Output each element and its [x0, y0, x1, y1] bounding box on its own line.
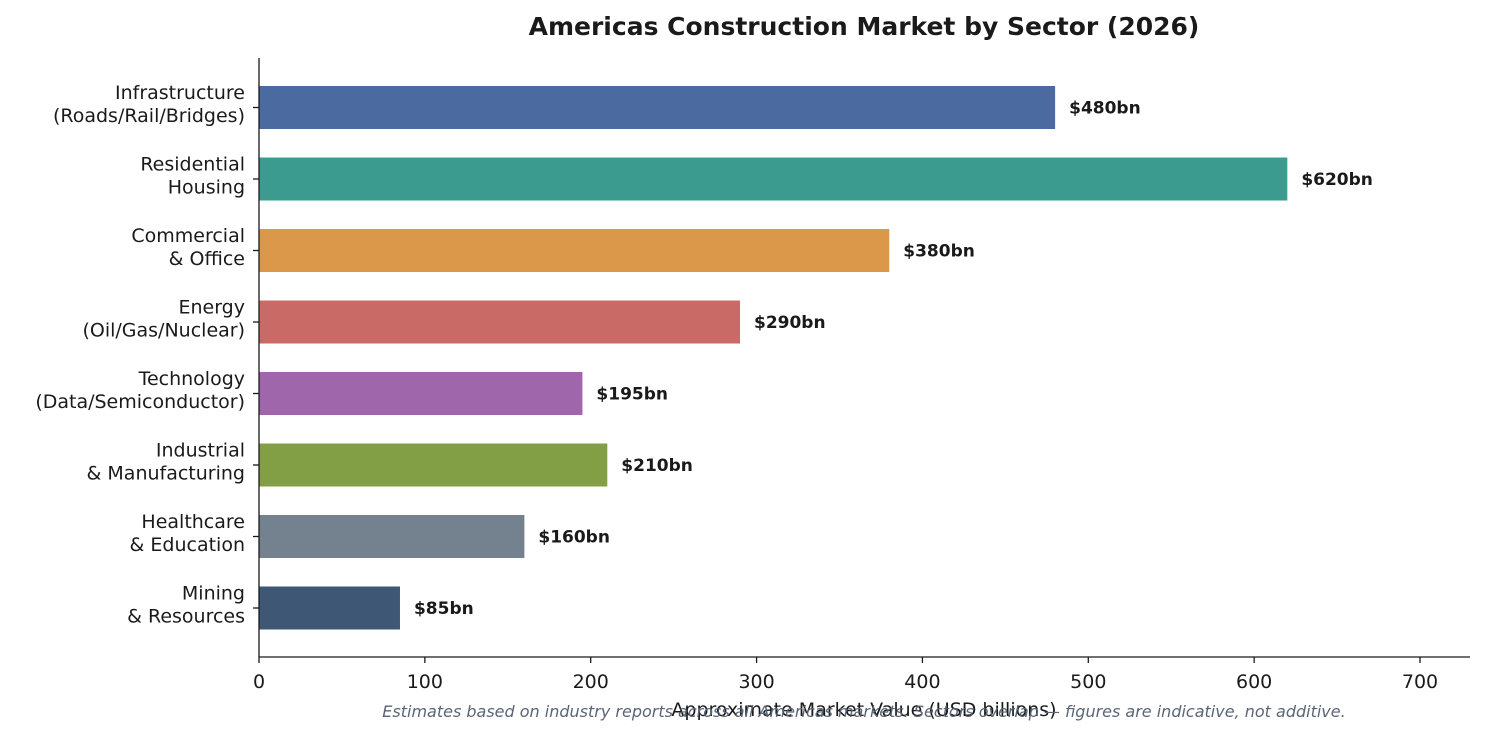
bar	[259, 86, 1056, 129]
y-tick-label: Industrial	[156, 440, 245, 462]
bar-value-label: $85bn	[414, 599, 474, 619]
bar-value-label: $195bn	[596, 385, 668, 405]
x-tick-label: 0	[253, 671, 265, 693]
x-tick-label: 700	[1402, 671, 1438, 693]
x-tick-label: 400	[904, 671, 940, 693]
x-tick-label: 600	[1236, 671, 1272, 693]
y-tick-label: & Education	[130, 534, 245, 556]
bar	[259, 157, 1288, 201]
y-tick-label: (Data/Semiconductor)	[35, 391, 245, 413]
chart-title: Americas Construction Market by Sector (…	[529, 12, 1200, 41]
x-axis-label: Approximate Market Value (USD billions)	[671, 699, 1056, 721]
bar-value-label: $380bn	[903, 242, 975, 262]
y-tick-label: Housing	[168, 177, 245, 199]
bar	[259, 515, 525, 558]
bar-value-label: $480bn	[1069, 99, 1141, 119]
x-tick-label: 300	[738, 671, 774, 693]
bars-group: $480bn $620bn $380bn $290bn $195bn $210bn $160…	[259, 86, 1373, 630]
y-tick-labels: Infrastructure(Roads/Rail/Bridges) Reside…	[35, 82, 259, 628]
bar-value-label: $210bn	[621, 456, 693, 476]
x-tick-label: 200	[573, 671, 609, 693]
bar-value-label: $620bn	[1301, 170, 1373, 190]
x-tick-label: 500	[1070, 671, 1106, 693]
footnote: Estimates based on industry reports acro…	[382, 702, 1345, 721]
y-tick-label: (Oil/Gas/Nuclear)	[82, 320, 245, 342]
y-tick-label: Healthcare	[141, 511, 245, 533]
y-tick-label: Energy	[178, 297, 245, 319]
y-tick-label: & Resources	[127, 606, 245, 628]
y-tick-label: Residential	[140, 154, 245, 176]
bar	[259, 372, 583, 415]
bar-value-label: $160bn	[538, 528, 610, 548]
y-tick-label: & Office	[169, 248, 245, 270]
y-tick-label: (Roads/Rail/Bridges)	[53, 105, 245, 127]
bar-value-label: $290bn	[754, 313, 826, 333]
bar	[259, 300, 740, 344]
x-tick-label: 100	[407, 671, 443, 693]
y-tick-label: Mining	[182, 583, 245, 605]
y-tick-label: Infrastructure	[115, 82, 245, 104]
y-tick-label: Commercial	[131, 225, 245, 247]
x-axis: 0 100 200 300 400 500 600 700	[253, 657, 1438, 693]
y-tick-label: & Manufacturing	[87, 463, 245, 485]
bar	[259, 586, 400, 630]
bar	[259, 443, 608, 487]
y-tick-label: Technology	[138, 368, 245, 390]
bar	[259, 229, 890, 272]
